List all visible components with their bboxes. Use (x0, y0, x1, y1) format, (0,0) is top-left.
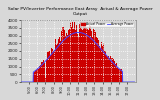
Bar (122, 73, 123, 82)
Bar (74, 22, 75, 82)
Bar (43, 60, 44, 82)
Bar (52, 49, 53, 82)
Bar (56, 46, 57, 82)
Bar (115, 64, 116, 82)
Bar (53, 51, 54, 82)
Bar (93, 29, 94, 82)
Bar (110, 56, 111, 82)
Bar (90, 26, 91, 82)
Bar (104, 51, 105, 82)
Bar (36, 70, 37, 82)
Bar (70, 22, 71, 82)
Bar (100, 48, 101, 82)
Bar (78, 37, 79, 82)
Bar (79, 24, 80, 82)
Bar (50, 55, 51, 82)
Bar (112, 58, 113, 82)
Text: Solar PV/Inverter Performance East Array  Actual & Average Power Output: Solar PV/Inverter Performance East Array… (8, 7, 152, 16)
Bar (63, 26, 64, 82)
Bar (92, 37, 93, 82)
Bar (111, 58, 112, 82)
Bar (114, 61, 115, 82)
Bar (69, 29, 70, 82)
Bar (105, 51, 106, 82)
Bar (113, 64, 114, 82)
Bar (121, 69, 122, 82)
Bar (66, 33, 67, 82)
Bar (81, 22, 82, 82)
Bar (107, 57, 108, 82)
Bar (46, 60, 47, 82)
Bar (80, 22, 81, 82)
Bar (67, 35, 68, 82)
Bar (37, 68, 38, 82)
Bar (102, 46, 103, 82)
Bar (60, 41, 61, 82)
Bar (120, 69, 121, 82)
Bar (73, 29, 74, 82)
Bar (76, 25, 77, 82)
Bar (119, 69, 120, 82)
Bar (85, 22, 86, 82)
Bar (75, 30, 76, 82)
Bar (118, 69, 119, 82)
Bar (51, 48, 52, 82)
Bar (117, 67, 118, 82)
Bar (54, 50, 55, 82)
Bar (57, 43, 58, 82)
Bar (48, 51, 49, 82)
Bar (101, 42, 102, 82)
Bar (64, 30, 65, 82)
Bar (40, 65, 41, 82)
Bar (58, 39, 59, 82)
Bar (94, 30, 95, 82)
Bar (34, 72, 35, 82)
Legend: Actual Power, Average Power: Actual Power, Average Power (80, 22, 134, 27)
Bar (108, 56, 109, 82)
Bar (59, 37, 60, 82)
Bar (44, 63, 45, 82)
Bar (45, 78, 46, 82)
Bar (62, 27, 63, 82)
Bar (91, 31, 92, 82)
Bar (68, 28, 69, 82)
Bar (116, 63, 117, 82)
Bar (33, 73, 34, 82)
Bar (109, 58, 110, 82)
Bar (86, 28, 87, 82)
Bar (41, 62, 42, 82)
Bar (95, 32, 96, 82)
Bar (72, 22, 73, 82)
Bar (47, 52, 48, 82)
Bar (77, 34, 78, 82)
Bar (103, 43, 104, 82)
Bar (42, 65, 43, 82)
Bar (97, 38, 98, 82)
Bar (49, 51, 50, 82)
Bar (39, 66, 40, 82)
Bar (96, 37, 97, 82)
Bar (55, 39, 56, 82)
Bar (83, 25, 84, 82)
Bar (106, 55, 107, 82)
Bar (61, 31, 62, 82)
Bar (87, 33, 88, 82)
Bar (65, 36, 66, 82)
Bar (35, 70, 36, 82)
Bar (99, 46, 100, 82)
Bar (84, 22, 85, 82)
Bar (82, 30, 83, 82)
Bar (89, 24, 90, 82)
Bar (38, 69, 39, 82)
Bar (98, 40, 99, 82)
Bar (71, 27, 72, 82)
Bar (88, 30, 89, 82)
